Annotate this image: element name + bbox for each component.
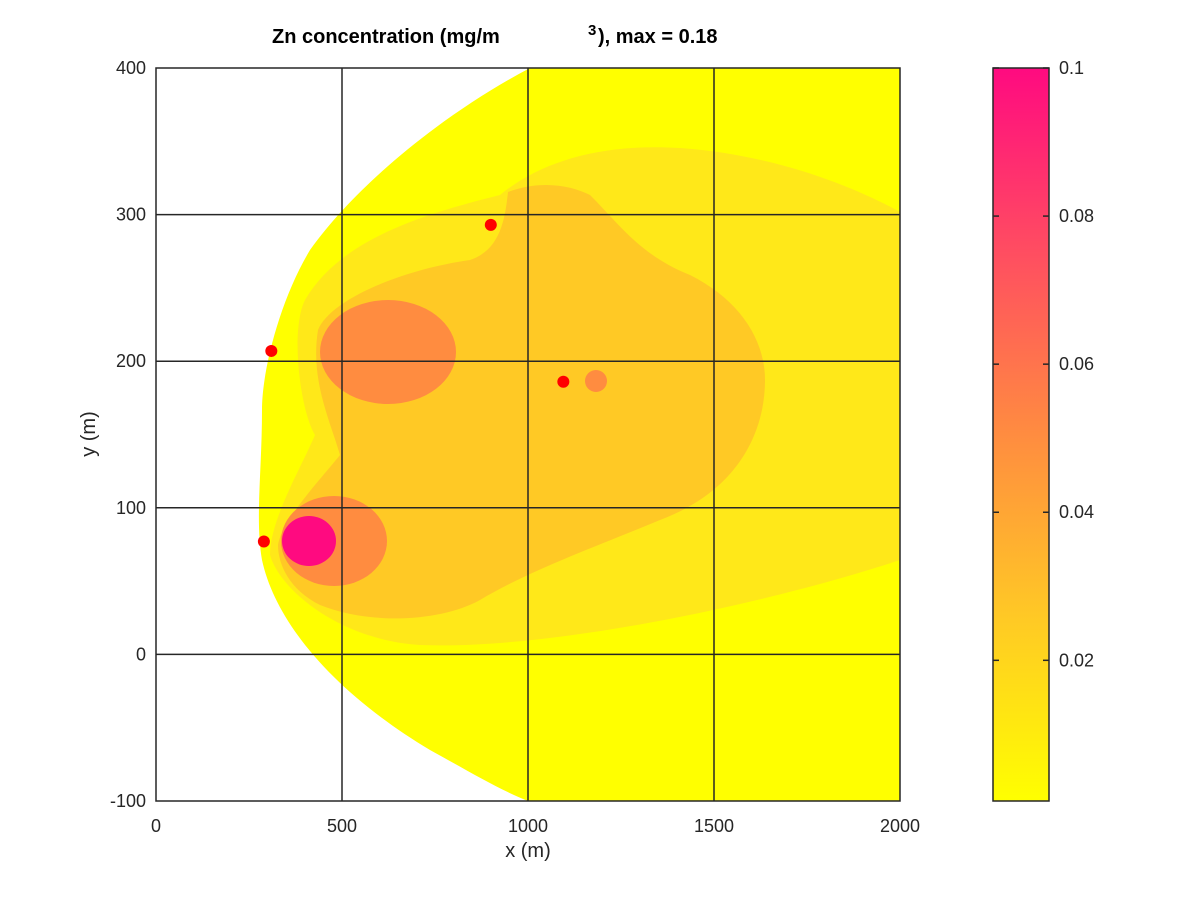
x-tick-label: 1000: [508, 816, 548, 836]
plot-area: [155, 67, 901, 802]
y-tick-label: 400: [116, 58, 146, 78]
colorbar-tick-label: 0.1: [1059, 58, 1084, 78]
source-marker: [257, 535, 270, 548]
plot-frame: [155, 67, 901, 802]
contour-level-4-small: [585, 370, 607, 392]
colorbar-tick-label: 0.08: [1059, 206, 1094, 226]
y-axis-label: y (m): [78, 411, 100, 457]
chart-title-suffix: ), max = 0.18: [598, 26, 718, 48]
colorbar-tick-label: 0.06: [1059, 354, 1094, 374]
source-marker: [484, 218, 497, 231]
contour-fills: [258, 68, 900, 801]
colorbar-tick-label: 0.02: [1059, 650, 1094, 670]
colorbar-gradient: [993, 68, 1049, 801]
chart-title-superscript: 3: [588, 22, 596, 39]
colorbar-tick-label: 0.04: [1059, 502, 1094, 522]
x-tick-label: 2000: [880, 816, 920, 836]
y-tick-label: 200: [116, 351, 146, 371]
chart-title: Zn concentration (mg/m: [272, 26, 500, 48]
colorbar-ticks: 0.02 0.04 0.06 0.08 0.1: [993, 58, 1094, 670]
x-axis-label: x (m): [505, 840, 551, 862]
colorbar-frame: [992, 67, 1050, 802]
y-tick-label: 100: [116, 498, 146, 518]
x-tick-label: 500: [327, 816, 357, 836]
grid-lines-x: [341, 68, 715, 801]
source-marker: [557, 375, 570, 388]
chart-title-prefix: Zn concentration (mg/m: [272, 26, 500, 48]
y-tick-labels: -100 0 100 200 300 400: [110, 58, 146, 811]
contour-level-4-upper: [320, 300, 456, 404]
y-tick-label: 300: [116, 205, 146, 225]
contour-level-3: [278, 184, 765, 619]
x-tick-label: 1500: [694, 816, 734, 836]
source-markers: [257, 218, 570, 548]
x-tick-labels: 0 500 1000 1500 2000: [151, 816, 920, 836]
colorbar: 0.02 0.04 0.06 0.08 0.1: [992, 58, 1094, 802]
contour-level-5-hotspot: [282, 516, 336, 566]
y-tick-label: -100: [110, 791, 146, 811]
source-marker: [265, 344, 278, 357]
y-tick-label: 0: [136, 644, 146, 664]
grid-lines-y: [156, 213, 900, 656]
x-tick-label: 0: [151, 816, 161, 836]
